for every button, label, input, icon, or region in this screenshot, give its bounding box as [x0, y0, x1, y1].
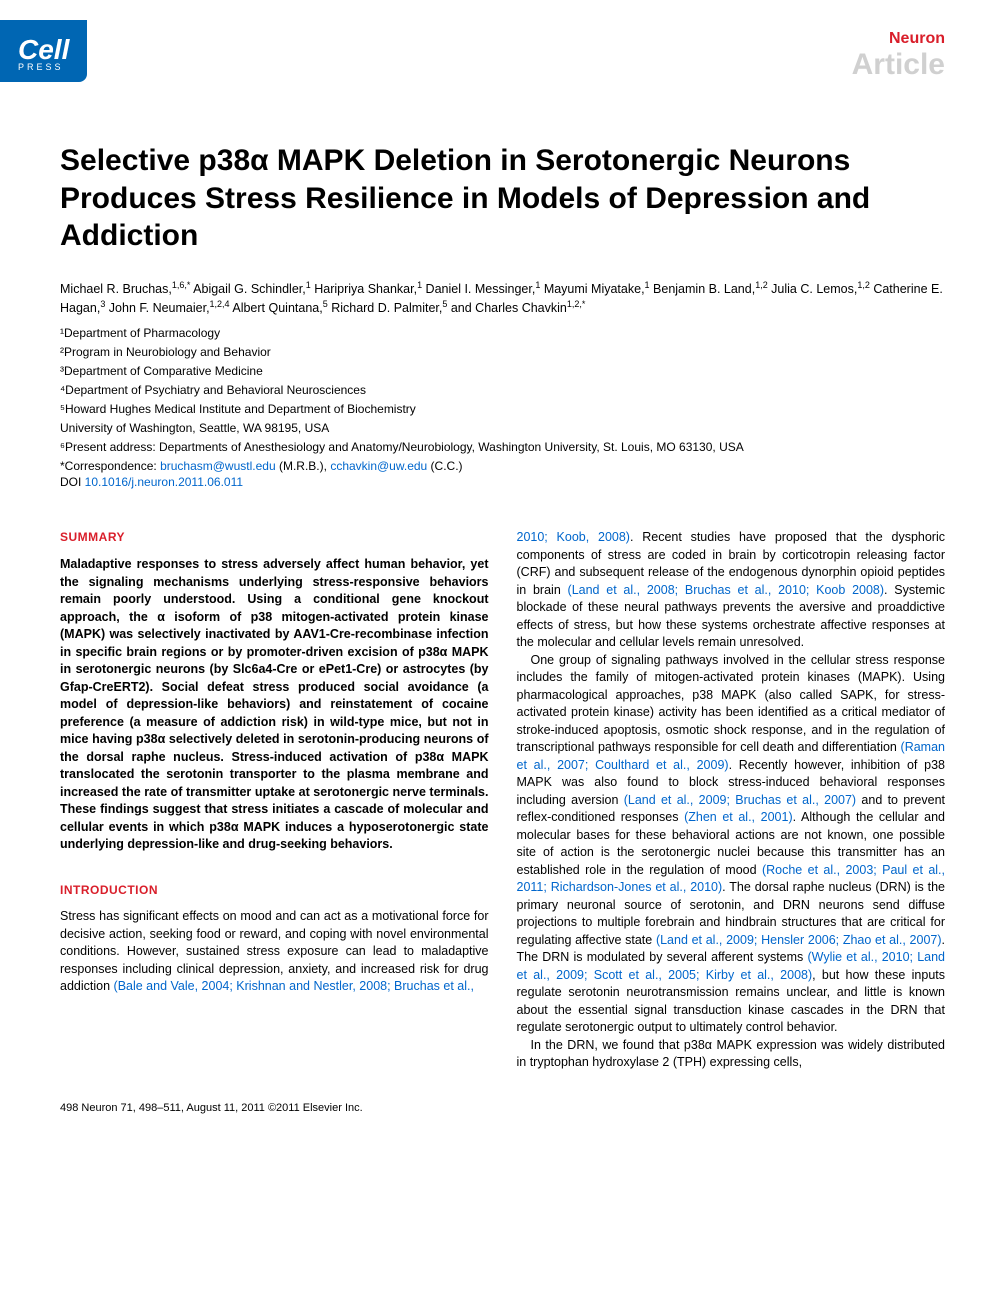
citation-link[interactable]: (Land et al., 2009; Bruchas et al., 2007…	[624, 793, 856, 807]
citation-link[interactable]: (Land et al., 2008; Bruchas et al., 2010…	[568, 583, 885, 597]
header-bar: Cell PRESS Neuron Article	[0, 0, 1005, 92]
article-content: Selective p38α MAPK Deletion in Serotone…	[0, 92, 1005, 1092]
citation-link[interactable]: (Bale and Vale, 2004; Krishnan and Nestl…	[114, 979, 474, 993]
journal-label: Neuron Article	[852, 20, 945, 82]
article-type: Article	[852, 48, 945, 82]
correspondence-mid: (M.R.B.),	[276, 459, 331, 473]
left-column: SUMMARY Maladaptive responses to stress …	[60, 529, 489, 1072]
summary-heading: SUMMARY	[60, 529, 489, 546]
body-text: One group of signaling pathways involved…	[517, 653, 946, 755]
affiliation-line: ²Program in Neurobiology and Behavior	[60, 343, 945, 361]
affiliation-line: University of Washington, Seattle, WA 98…	[60, 419, 945, 437]
author-list: Michael R. Bruchas,1,6,* Abigail G. Schi…	[60, 279, 945, 319]
introduction-heading: INTRODUCTION	[60, 882, 489, 899]
doi-label: DOI	[60, 475, 85, 489]
affiliations: ¹Department of Pharmacology²Program in N…	[60, 324, 945, 456]
correspondence-tail: (C.C.)	[427, 459, 462, 473]
cell-press-logo: Cell PRESS	[0, 20, 87, 82]
affiliation-line: ⁵Howard Hughes Medical Institute and Dep…	[60, 400, 945, 418]
intro-paragraph-1: Stress has significant effects on mood a…	[60, 908, 489, 996]
summary-text: Maladaptive responses to stress adversel…	[60, 556, 489, 854]
affiliation-line: ⁴Department of Psychiatry and Behavioral…	[60, 381, 945, 399]
doi-link[interactable]: 10.1016/j.neuron.2011.06.011	[85, 475, 243, 489]
correspondence: *Correspondence: bruchasm@wustl.edu (M.R…	[60, 457, 945, 475]
journal-name: Neuron	[852, 30, 945, 48]
page-footer: 498 Neuron 71, 498–511, August 11, 2011 …	[0, 1092, 1005, 1134]
citation-link[interactable]: (Zhen et al., 2001)	[684, 810, 793, 824]
col2-paragraph-3: In the DRN, we found that p38α MAPK expr…	[517, 1037, 946, 1072]
two-column-layout: SUMMARY Maladaptive responses to stress …	[60, 529, 945, 1072]
right-column: 2010; Koob, 2008). Recent studies have p…	[517, 529, 946, 1072]
col2-paragraph-2: One group of signaling pathways involved…	[517, 652, 946, 1037]
logo-subtext: PRESS	[18, 62, 69, 72]
doi: DOI 10.1016/j.neuron.2011.06.011	[60, 475, 945, 489]
affiliation-line: ³Department of Comparative Medicine	[60, 362, 945, 380]
article-title: Selective p38α MAPK Deletion in Serotone…	[60, 142, 945, 255]
citation-link[interactable]: 2010; Koob, 2008)	[517, 530, 630, 544]
citation-link[interactable]: (Land et al., 2009; Hensler 2006; Zhao e…	[656, 933, 942, 947]
correspondence-label: *Correspondence:	[60, 459, 160, 473]
correspondence-email-1[interactable]: bruchasm@wustl.edu	[160, 459, 276, 473]
affiliation-line: ⁶Present address: Departments of Anesthe…	[60, 438, 945, 456]
col2-paragraph-1: 2010; Koob, 2008). Recent studies have p…	[517, 529, 946, 652]
affiliation-line: ¹Department of Pharmacology	[60, 324, 945, 342]
correspondence-email-2[interactable]: cchavkin@uw.edu	[330, 459, 427, 473]
